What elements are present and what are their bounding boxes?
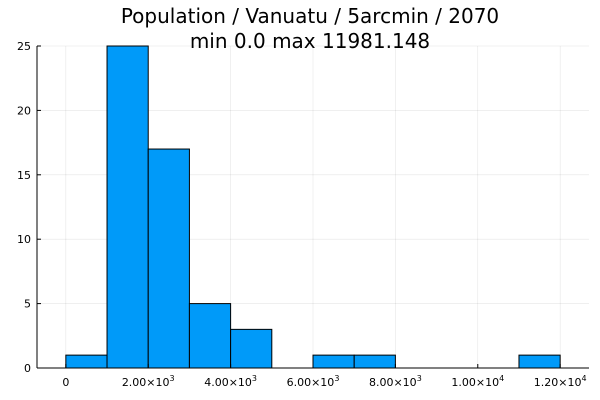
histogram-bar — [188, 303, 232, 369]
x-tick-label: 2.00×103 — [122, 374, 175, 389]
y-tick-label: 5 — [24, 298, 31, 311]
histogram-bar — [65, 354, 108, 369]
x-tick-label: 1.20×104 — [534, 374, 587, 389]
chart-subtitle: min 0.0 max 11981.148 — [190, 29, 430, 53]
x-tick-label: 8.00×103 — [369, 374, 422, 389]
x-tick-label: 1.00×104 — [451, 374, 504, 389]
y-tick-label: 10 — [17, 233, 31, 246]
y-tick-label: 15 — [17, 169, 31, 182]
histogram-bar — [312, 354, 355, 369]
histogram-bar — [147, 148, 190, 369]
x-tick-label: 0 — [62, 376, 69, 389]
tick-labels: 0 2.00×103 4.00×103 6.00×103 8.00×103 1.00×10… — [17, 40, 587, 389]
histogram-bars — [65, 45, 561, 369]
histogram-bar — [106, 45, 149, 369]
axes — [36, 45, 589, 369]
histogram-bar — [353, 354, 396, 369]
x-tick-label: 6.00×103 — [287, 374, 340, 389]
y-tick-label: 20 — [17, 104, 31, 117]
chart-title: Population / Vanuatu / 5arcmin / 2070 — [121, 4, 499, 28]
histogram-bar — [518, 354, 561, 369]
x-tick-label: 4.00×103 — [204, 374, 257, 389]
y-tick-label: 0 — [24, 362, 31, 375]
y-tick-label: 25 — [17, 40, 31, 53]
histogram-bar — [230, 328, 273, 369]
